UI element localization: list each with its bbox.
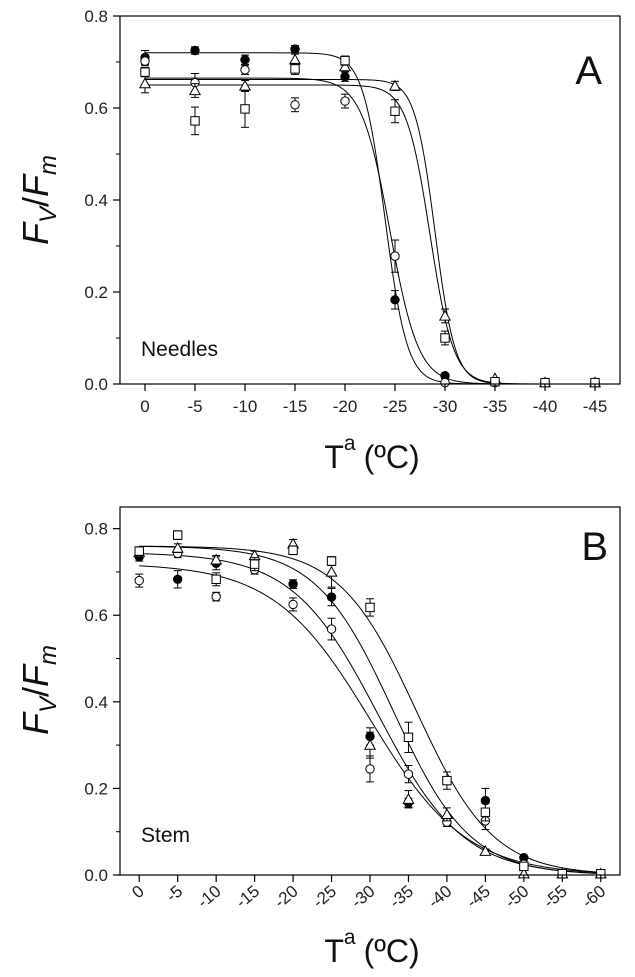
panel-a-point-open-square <box>240 104 250 114</box>
panel-b-point-open-square <box>211 574 221 585</box>
panel-b-marks <box>133 530 607 879</box>
panel-a-x-tick-label: -20 <box>333 397 358 416</box>
panel-b-point-open-square <box>249 559 260 569</box>
panel-b-point-open-square <box>326 556 337 566</box>
panel-a-point-open-square <box>390 106 400 116</box>
panel-b-x-axis-title: Ta (ºC) <box>324 926 419 969</box>
panel-b-point-open-square <box>365 602 375 613</box>
panel-b-y-tick-label: 0.0 <box>84 866 108 885</box>
panel-a-point-open-square <box>140 67 150 77</box>
panel-b-point-open-square <box>172 530 183 540</box>
panel-b-y-tick-label: 0.4 <box>84 693 108 712</box>
panel-a-point-open-circle <box>140 56 150 66</box>
panel-b-point-filled-circle <box>288 579 298 589</box>
panel-a: 0.0 0.2 0.4 0.6 0.8 0 -5 -10 -15 -20 -25 -30 -35 -40 -… <box>15 7 621 475</box>
panel-a-x-tick-label: -15 <box>283 397 308 416</box>
panel-a-point-open-triangle <box>338 60 352 72</box>
panel-b-point-open-triangle <box>402 793 415 804</box>
panel-b-point-open-square <box>519 861 529 872</box>
panel-a-point-open-circle <box>340 96 350 106</box>
panel-a-point-filled-circle <box>340 72 350 82</box>
panel-a-point-open-square <box>340 55 350 66</box>
panel-a-point-open-triangle <box>138 77 152 89</box>
panel-a-y-title-slash: / <box>15 197 56 207</box>
panel-a-x-axis-title: Ta (ºC) <box>324 432 419 475</box>
panel-b-point-open-circle <box>134 575 144 586</box>
panel-b-point-open-square <box>134 546 144 556</box>
panel-b-point-open-triangle <box>363 738 377 750</box>
panel-a-axes: 0.0 0.2 0.4 0.6 0.8 0 -5 -10 -15 -20 -25 -30 -35 -40 -… <box>84 7 607 416</box>
panel-a-x-tick-label: -40 <box>533 397 558 416</box>
panel-a-y-title-sub1: V <box>35 205 62 223</box>
panel-a-label: Needles <box>141 338 218 361</box>
panel-b-y-title-slash: / <box>15 687 56 697</box>
panel-a-point-open-triangle <box>388 79 402 91</box>
panel-a-x-title-unit: (ºC) <box>364 439 420 475</box>
panel-a-point-open-triangle <box>188 84 202 96</box>
panel-a-point-open-circle <box>240 65 250 75</box>
panel-b-y-tick-label: 0.2 <box>84 779 108 798</box>
panel-b-point-open-circle <box>365 764 375 774</box>
panel-b-y-axis-title: FV/Fm <box>15 645 62 735</box>
panel-a-y-tick-label: 0.0 <box>84 375 108 394</box>
panel-a-y-title-main2: F <box>15 173 56 197</box>
panel-a-y-tick-label: 0.4 <box>84 191 108 210</box>
panel-b-point-open-square <box>288 545 298 555</box>
panel-b-point-open-circle <box>211 591 221 602</box>
panel-b-point-open-triangle <box>325 565 338 577</box>
panel-b-y-title-main: F <box>15 711 56 735</box>
panel-a-x-tick-label: 0 <box>140 397 149 416</box>
panel-b-x-title-unit: (ºC) <box>364 933 420 969</box>
panel-b-x-title-sup: a <box>344 926 356 949</box>
panel-b-y-tick-label: 0.6 <box>84 606 108 625</box>
panel-b-y-tick-label: 0.8 <box>84 520 108 539</box>
panel-b-x-title-main: T <box>324 933 344 969</box>
panel-a-y-title-sub2: m <box>35 155 62 175</box>
panel-a-x-tick-label: -25 <box>383 397 408 416</box>
panel-a-point-open-circle <box>290 100 300 110</box>
panel-a-y-title-main: F <box>15 221 56 245</box>
panel-a-point-open-square <box>290 64 300 74</box>
panel-a-point-filled-circle <box>290 44 300 54</box>
panel-b-y-title-sub1: V <box>35 695 62 713</box>
panel-a-point-open-square <box>440 333 450 343</box>
panel-a-y-tick-label: 0.2 <box>84 283 108 302</box>
panel-a-x-tick-label: -35 <box>483 397 508 416</box>
panel-b-point-open-circle <box>326 624 337 634</box>
panel-b-point-open-triangle <box>440 808 453 820</box>
panel-b-point-open-circle <box>403 769 414 779</box>
panel-b-point-open-triangle <box>479 844 492 856</box>
panel-a-point-open-triangle <box>438 309 452 321</box>
panel-a-point-filled-circle <box>190 45 200 56</box>
panel-b-label: Stem <box>141 824 190 847</box>
panel-b-point-open-square <box>442 775 452 786</box>
panel-a-letter: A <box>575 49 602 93</box>
panel-a-point-filled-circle <box>240 55 250 65</box>
panel-a-x-title-sup: a <box>344 432 356 455</box>
panel-a-point-open-circle <box>390 251 400 261</box>
panel-a-point-open-square <box>190 116 200 126</box>
panel-b-point-open-square <box>403 732 414 743</box>
panel-a-y-tick-label: 0.8 <box>84 7 108 26</box>
panel-a-point-filled-circle <box>390 295 400 305</box>
panel-b-letter: B <box>581 525 608 569</box>
panel-a-x-tick-label: -45 <box>583 397 608 416</box>
panel-b-point-filled-circle <box>326 592 337 602</box>
panel-a-x-title-main: T <box>324 439 344 475</box>
panel-b-y-title-sub2: m <box>35 645 62 665</box>
panel-a-x-tick-label: -10 <box>233 397 258 416</box>
panel-a-x-tick-label: -5 <box>187 397 202 416</box>
panel-b-y-title-main2: F <box>15 663 56 687</box>
panel-b-point-filled-circle <box>172 574 183 585</box>
panel-a-y-axis-title: FV/Fm <box>15 155 62 245</box>
panel-a-x-tick-label: -30 <box>433 397 458 416</box>
panel-b-point-open-triangle <box>171 541 184 553</box>
panel-a-y-tick-label: 0.6 <box>84 99 108 118</box>
panel-b-point-open-circle <box>288 599 298 610</box>
panel-b-point-open-square <box>480 807 491 817</box>
panel-b-point-open-triangle <box>210 553 223 565</box>
